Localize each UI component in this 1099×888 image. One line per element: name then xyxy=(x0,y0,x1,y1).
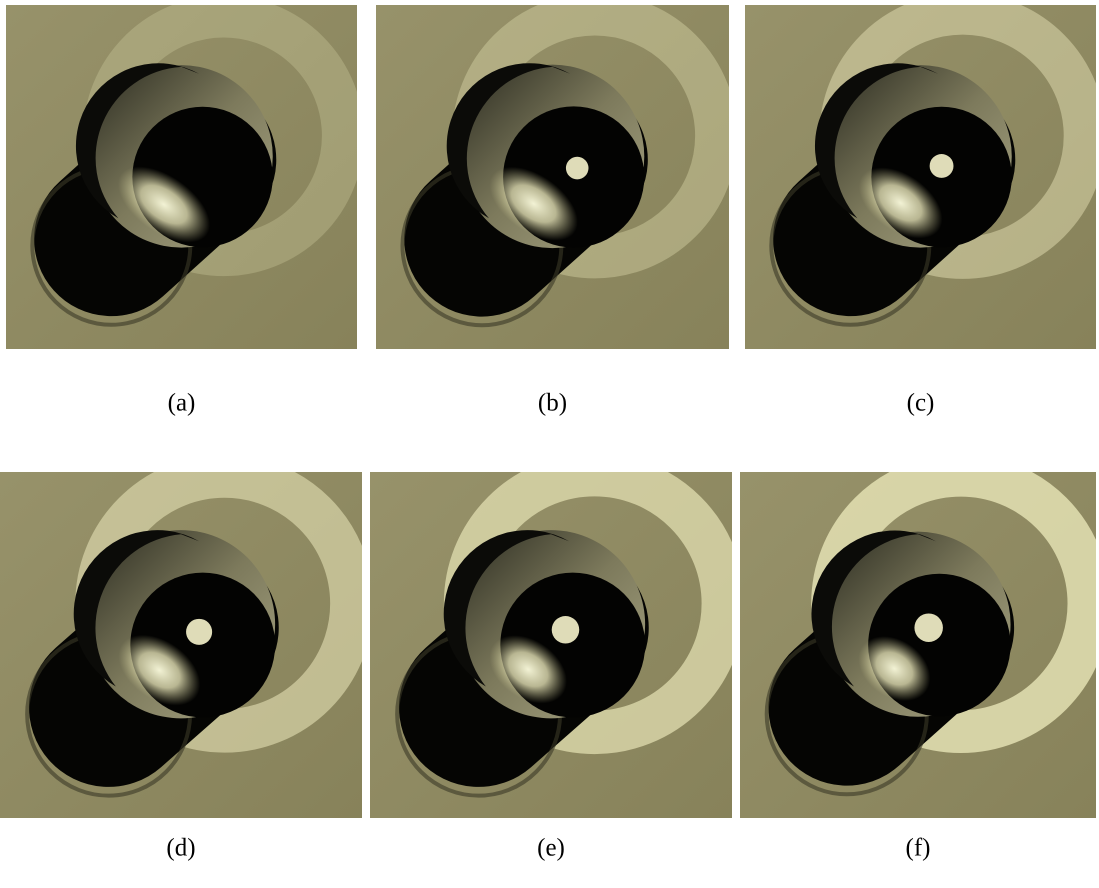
highlight-blob xyxy=(914,613,943,642)
panel-caption: (b) xyxy=(538,390,567,417)
highlight xyxy=(118,634,201,706)
panel-caption: (a) xyxy=(168,390,196,417)
sphere-dark-crescent xyxy=(814,63,939,219)
highlight-blob xyxy=(186,618,213,645)
rendered-image xyxy=(745,5,1096,349)
rendered-image xyxy=(6,5,357,349)
panel-caption: (f) xyxy=(906,835,931,862)
panel-caption: (c) xyxy=(907,390,935,417)
highlight-blob xyxy=(929,154,954,178)
highlight xyxy=(117,166,210,243)
highlight-blob xyxy=(565,156,589,180)
rendered-image xyxy=(0,472,362,818)
sphere-dark-crescent xyxy=(443,530,570,687)
panel-caption: (e) xyxy=(537,835,565,862)
sphere-dark-crescent xyxy=(811,530,936,687)
rendered-image xyxy=(740,472,1096,818)
highlight xyxy=(858,167,943,239)
sphere-dark-crescent xyxy=(73,530,200,687)
highlight-blob xyxy=(551,616,580,644)
highlight xyxy=(489,166,578,241)
highlight xyxy=(858,636,931,701)
rendered-image xyxy=(376,5,729,349)
panel-caption: (d) xyxy=(166,835,195,862)
sphere-dark-crescent xyxy=(446,63,571,219)
sphere-dark-crescent xyxy=(75,63,200,219)
highlight xyxy=(489,635,567,704)
rendered-image xyxy=(370,472,732,818)
